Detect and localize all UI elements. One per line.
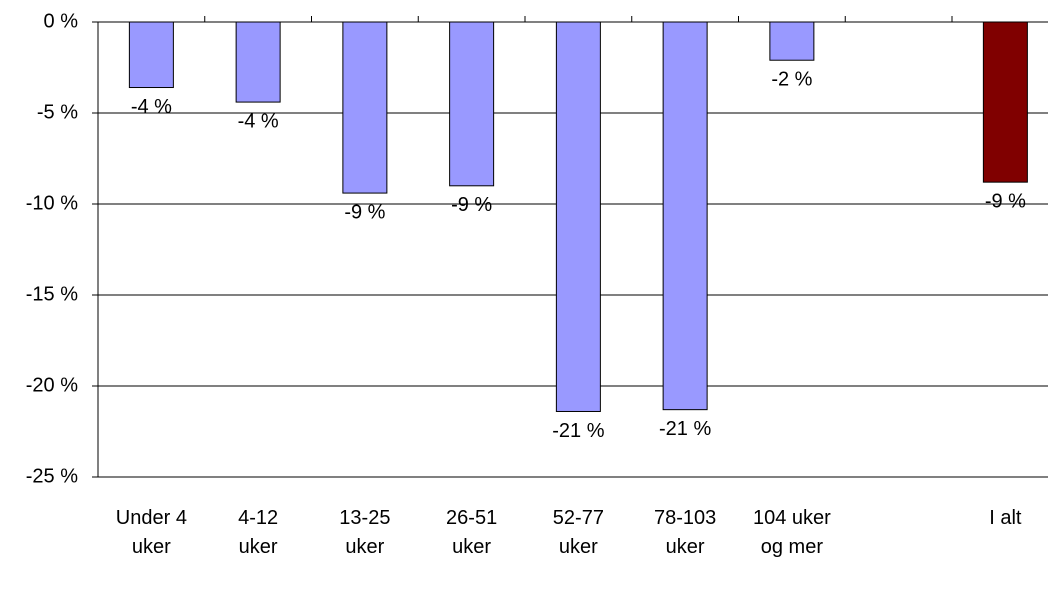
y-tick-label: -15 % [26, 283, 78, 305]
bar [555, 21, 601, 412]
x-tick-label: 26-51 uker [446, 507, 497, 558]
x-tick-label: 104 uker og mer [753, 507, 831, 558]
y-tick-label: -25 % [26, 465, 78, 487]
y-tick-label: 0 % [44, 10, 79, 32]
y-tick-label: -10 % [26, 192, 78, 214]
x-tick-label: 13-25 uker [339, 507, 390, 558]
value-label: -21 % [552, 420, 604, 442]
value-label: -21 % [659, 418, 711, 440]
bar [982, 21, 1028, 183]
value-label: -9 % [985, 190, 1026, 212]
x-tick-label: I alt [989, 507, 1022, 529]
y-tick-label: -5 % [37, 101, 78, 123]
value-label: -4 % [238, 110, 279, 132]
x-tick-label: 78-103 uker [654, 507, 716, 558]
value-label: -2 % [771, 69, 812, 91]
bar [449, 21, 495, 187]
x-tick-label: 4-12 uker [238, 507, 278, 558]
x-tick-label: Under 4 uker [116, 507, 187, 558]
value-label: -4 % [131, 96, 172, 118]
x-tick-label: 52-77 uker [553, 507, 604, 558]
bar [128, 21, 174, 89]
bar [662, 21, 708, 411]
y-tick-label: -20 % [26, 374, 78, 396]
value-label: -9 % [344, 201, 385, 223]
bar [769, 21, 815, 61]
value-label: -9 % [451, 194, 492, 216]
bar [342, 21, 388, 194]
bar [235, 21, 281, 103]
